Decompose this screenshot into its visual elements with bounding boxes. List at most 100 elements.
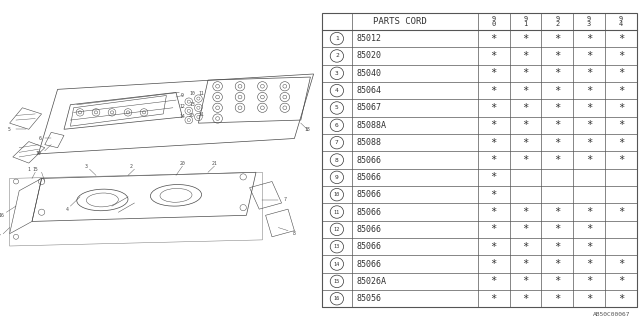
Text: *: * (522, 51, 529, 61)
Text: 16: 16 (334, 296, 340, 301)
Text: *: * (554, 242, 561, 252)
Text: *: * (491, 259, 497, 269)
Text: 11: 11 (199, 91, 204, 96)
Text: 85064: 85064 (356, 86, 381, 95)
Text: *: * (586, 207, 592, 217)
Text: *: * (491, 51, 497, 61)
Text: *: * (522, 224, 529, 234)
Text: *: * (522, 276, 529, 286)
Text: 10: 10 (334, 192, 340, 197)
Text: *: * (554, 138, 561, 148)
Text: 85056: 85056 (356, 294, 381, 303)
Text: *: * (522, 86, 529, 96)
Text: *: * (491, 276, 497, 286)
Text: *: * (618, 138, 624, 148)
Text: *: * (586, 86, 592, 96)
Text: 85088A: 85088A (356, 121, 387, 130)
Text: 7: 7 (284, 197, 286, 203)
Text: *: * (554, 276, 561, 286)
Text: 11: 11 (334, 210, 340, 214)
Text: 85066: 85066 (356, 173, 381, 182)
Text: *: * (554, 103, 561, 113)
Text: 7: 7 (335, 140, 339, 145)
Text: 6: 6 (38, 136, 42, 141)
Text: 9
0: 9 0 (492, 16, 496, 27)
Text: 9: 9 (181, 93, 184, 98)
Text: *: * (491, 294, 497, 304)
Text: *: * (491, 120, 497, 130)
Text: *: * (522, 120, 529, 130)
Text: *: * (586, 103, 592, 113)
Text: *: * (491, 138, 497, 148)
Text: 85040: 85040 (356, 69, 381, 78)
Text: *: * (618, 51, 624, 61)
Text: *: * (586, 224, 592, 234)
Text: 9
3: 9 3 (587, 16, 591, 27)
Text: *: * (554, 120, 561, 130)
Text: 13: 13 (334, 244, 340, 249)
Text: *: * (522, 207, 529, 217)
Text: 19: 19 (36, 151, 41, 156)
Text: *: * (554, 155, 561, 165)
Text: *: * (491, 242, 497, 252)
Text: *: * (491, 207, 497, 217)
Text: 17: 17 (0, 234, 1, 239)
Text: 12: 12 (180, 104, 185, 109)
Text: 3: 3 (335, 71, 339, 76)
Text: 14: 14 (334, 261, 340, 267)
Text: *: * (554, 68, 561, 78)
Text: 21: 21 (212, 161, 217, 165)
Text: 9
2: 9 2 (555, 16, 559, 27)
Text: 6: 6 (335, 123, 339, 128)
Text: 85026A: 85026A (356, 277, 387, 286)
Text: 16: 16 (0, 213, 4, 218)
Text: *: * (618, 294, 624, 304)
Text: *: * (586, 294, 592, 304)
Text: AB50C00067: AB50C00067 (593, 312, 630, 317)
Text: 9
4: 9 4 (619, 16, 623, 27)
Text: 85066: 85066 (356, 260, 381, 268)
Text: 85067: 85067 (356, 103, 381, 112)
Text: *: * (618, 68, 624, 78)
Text: *: * (554, 86, 561, 96)
Text: 20: 20 (180, 161, 185, 165)
Text: 9: 9 (335, 175, 339, 180)
Text: 15: 15 (33, 167, 38, 172)
Text: *: * (618, 259, 624, 269)
Text: *: * (618, 34, 624, 44)
Text: *: * (491, 155, 497, 165)
Text: *: * (491, 86, 497, 96)
Text: 2: 2 (335, 53, 339, 59)
Text: *: * (618, 155, 624, 165)
Text: 18: 18 (305, 127, 310, 132)
Text: 13: 13 (189, 102, 195, 107)
Text: 8: 8 (293, 231, 296, 236)
Text: *: * (522, 103, 529, 113)
Text: *: * (618, 103, 624, 113)
Text: 1: 1 (335, 36, 339, 41)
Text: *: * (522, 259, 529, 269)
Text: 21: 21 (199, 112, 204, 117)
Text: *: * (618, 207, 624, 217)
Text: *: * (586, 259, 592, 269)
Text: 15: 15 (334, 279, 340, 284)
Text: 85066: 85066 (356, 225, 381, 234)
Text: *: * (491, 224, 497, 234)
Text: *: * (554, 224, 561, 234)
Text: 5: 5 (8, 127, 11, 132)
Text: *: * (586, 68, 592, 78)
Text: *: * (554, 51, 561, 61)
Text: PARTS CORD: PARTS CORD (373, 17, 427, 26)
Text: 85066: 85066 (356, 190, 381, 199)
Text: 5: 5 (335, 106, 339, 110)
Text: *: * (586, 138, 592, 148)
Text: 14: 14 (180, 115, 185, 119)
Text: *: * (522, 294, 529, 304)
Text: *: * (586, 242, 592, 252)
Text: 1: 1 (28, 167, 30, 172)
Text: *: * (522, 138, 529, 148)
Text: *: * (554, 259, 561, 269)
Text: 85066: 85066 (356, 208, 381, 217)
Text: 2: 2 (130, 164, 132, 169)
Text: 85020: 85020 (356, 52, 381, 60)
